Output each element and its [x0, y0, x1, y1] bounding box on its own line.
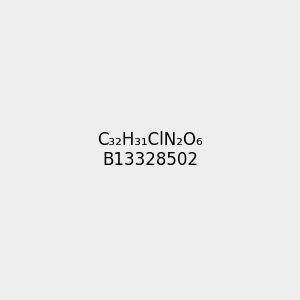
Text: C₃₂H₃₁ClN₂O₆
B13328502: C₃₂H₃₁ClN₂O₆ B13328502	[97, 130, 203, 170]
